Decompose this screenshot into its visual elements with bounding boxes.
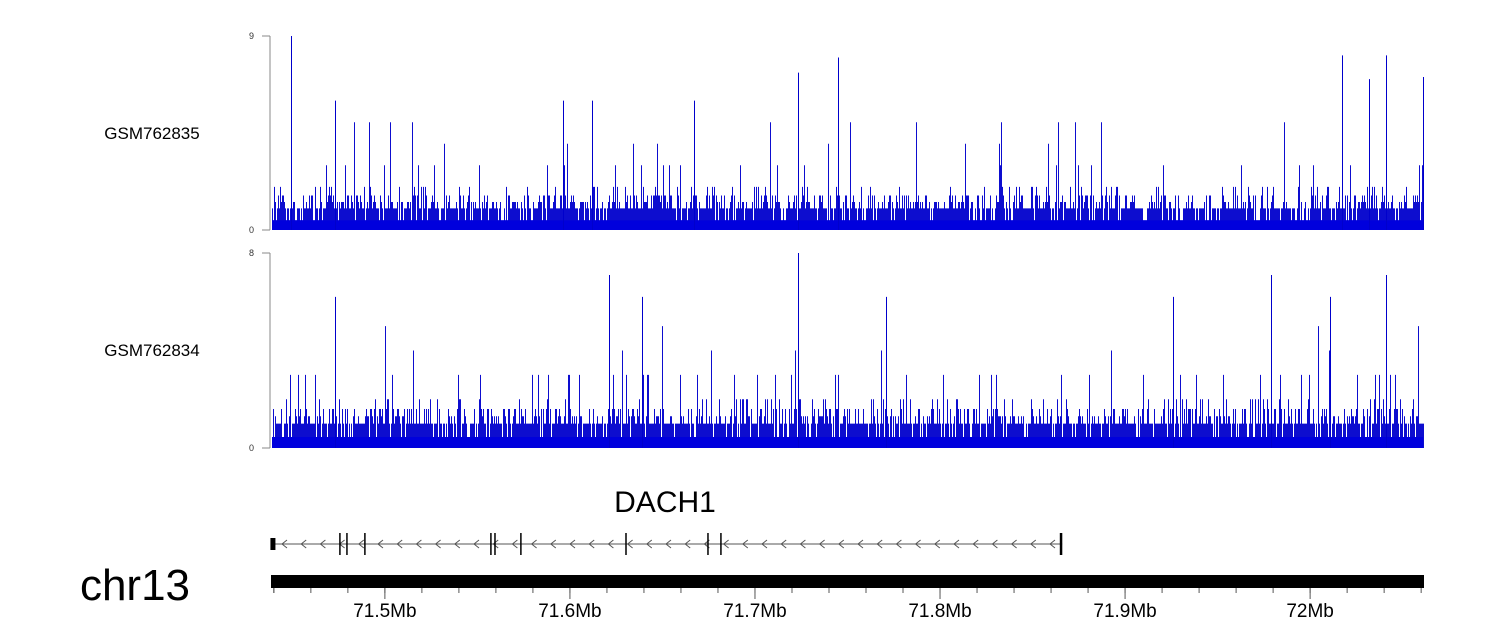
exon [490, 533, 492, 555]
strand-arrow-icon [818, 539, 825, 549]
exon [346, 533, 348, 555]
strand-arrow-icon [511, 539, 518, 549]
strand-arrow-icon [991, 539, 998, 549]
strand-arrow-icon [530, 539, 537, 549]
strand-arrow-icon [799, 539, 806, 549]
exon [270, 538, 276, 550]
axis-ticks [273, 588, 1422, 599]
gene-label: DACH1 [614, 486, 716, 519]
strand-arrow-icon [1049, 539, 1056, 549]
strand-arrow-icon [549, 539, 557, 549]
axis-tick-label: 71.5Mb [353, 601, 416, 622]
genome-axis: chr13 71.5Mb 71.6Mb 71.7Mb 71.8Mb 71.9Mb… [80, 561, 1424, 622]
strand-arrow-icon [1029, 539, 1037, 549]
exon [625, 533, 627, 555]
strand-arrow-icon [761, 539, 768, 549]
strand-arrow-icon [933, 539, 941, 549]
y-tick-label-max: 9 [249, 31, 254, 41]
histogram-bars-gsm762835 [272, 36, 1424, 230]
histogram-bars-gsm762834 [272, 253, 1424, 448]
chromosome-label: chr13 [80, 561, 190, 610]
strand-arrow-icon [665, 539, 672, 549]
gene-model-dach1 [270, 533, 1063, 555]
strand-arrow-icon [492, 539, 499, 549]
exon [339, 533, 341, 555]
chromosome-bar [271, 575, 1424, 588]
track-gsm762834: GSM762834 8 0 [104, 248, 1424, 453]
strand-arrow-icon [914, 539, 921, 549]
strand-arrow-icon [453, 539, 461, 549]
y-tick-label-min: 0 [249, 443, 254, 453]
track-gsm762835: GSM762835 9 0 [104, 31, 1424, 235]
strand-arrow-icon [626, 539, 633, 549]
strand-arrow-icon [953, 539, 960, 549]
axis-tick-label: 71.7Mb [723, 601, 786, 622]
strand-arrow-icon [780, 539, 787, 549]
axis-tick-label: 72Mb [1286, 601, 1334, 622]
exon [520, 533, 522, 555]
strand-arrow-icon [645, 539, 653, 549]
strand-arrow-icon [415, 539, 422, 549]
histogram-baseline-fill [272, 220, 1423, 230]
exon [494, 533, 496, 555]
gene-track: DACH1 [270, 486, 1063, 555]
track-label-gsm762834: GSM762834 [104, 341, 199, 360]
strand-arrow-icon [473, 539, 480, 549]
strand-arrow-icon [857, 539, 864, 549]
strand-arrow-icon [895, 539, 902, 549]
histogram-bars [272, 326, 1424, 448]
strand-arrow-icon [300, 539, 307, 549]
strand-arrow-icon [281, 539, 288, 549]
histogram-bars [272, 122, 1424, 230]
axis-tick-label: 71.9Mb [1093, 601, 1156, 622]
axis-tick-labels: 71.5Mb 71.6Mb 71.7Mb 71.8Mb 71.9Mb 72Mb [353, 601, 1334, 622]
axis-tick-label: 71.6Mb [538, 601, 601, 622]
strand-arrow-icon [319, 539, 326, 549]
strand-arrow-icon [396, 539, 403, 549]
strand-arrow-icon [357, 539, 365, 549]
strand-arrow-icon [377, 539, 384, 549]
axis-tick-label: 71.8Mb [908, 601, 971, 622]
y-tick-label-min: 0 [249, 225, 254, 235]
strand-arrow-icon [588, 539, 595, 549]
exon [720, 533, 722, 555]
exon [364, 533, 366, 555]
exon [707, 533, 709, 555]
strand-arrow-icon [876, 539, 883, 549]
exon [1059, 533, 1063, 555]
strand-arrow-icon [722, 539, 729, 549]
histogram-baseline-fill [272, 437, 1423, 448]
strand-arrow-icon [972, 539, 979, 549]
strand-arrow-icon [837, 539, 845, 549]
track-label-gsm762835: GSM762835 [104, 124, 199, 143]
strand-arrow-icon [1010, 539, 1017, 549]
strand-arrow-icon [684, 539, 691, 549]
strand-arrow-icon [741, 539, 749, 549]
y-tick-label-max: 8 [249, 248, 254, 258]
strand-arrow-icon [607, 539, 614, 549]
strand-arrow-icon [569, 539, 576, 549]
strand-arrow-icon [434, 539, 441, 549]
